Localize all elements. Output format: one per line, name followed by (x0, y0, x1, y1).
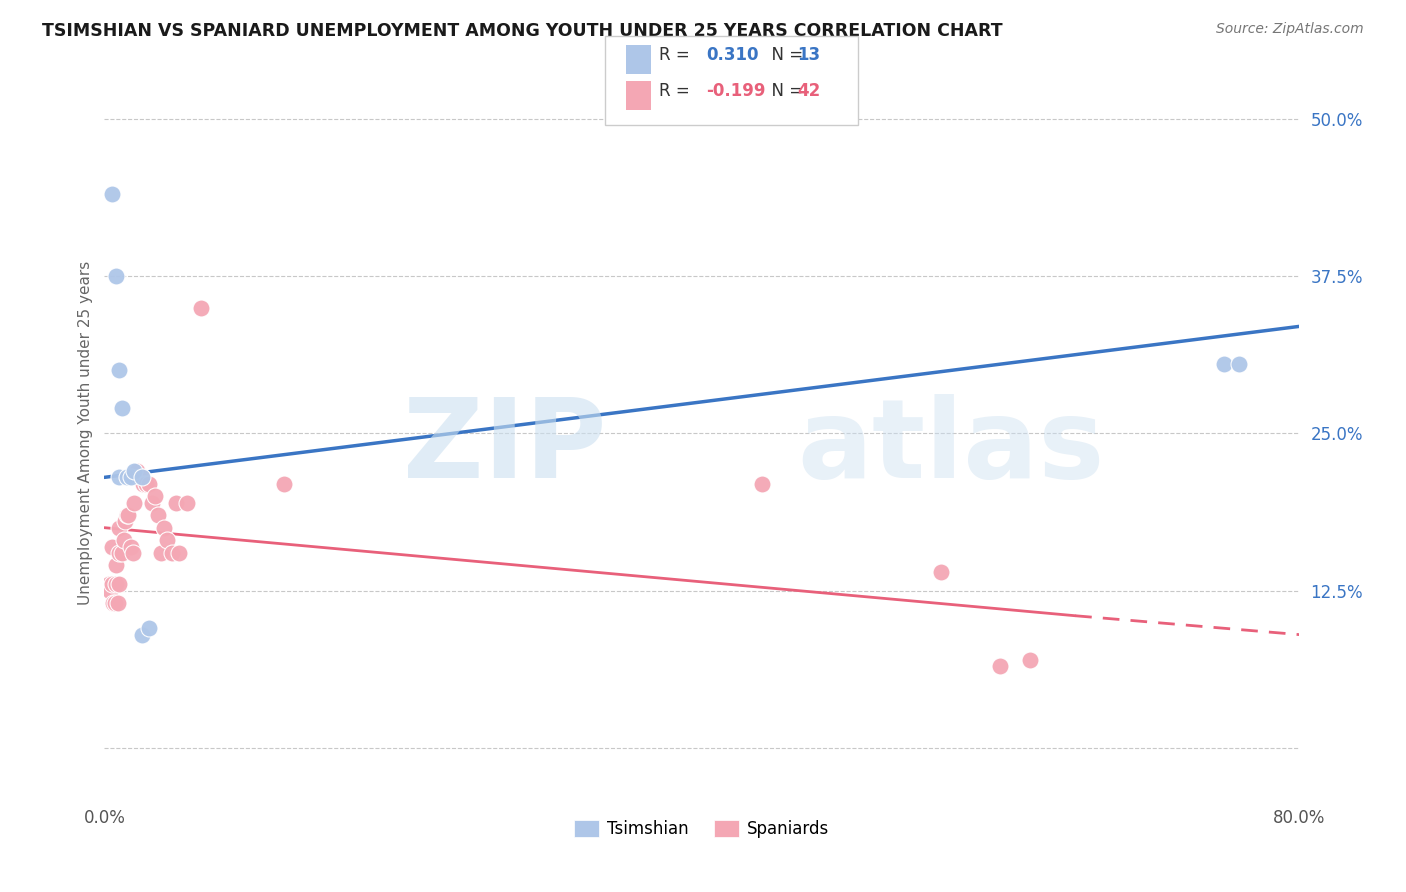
Point (127, 464, 149, 478)
Point (165, 495, 187, 509)
Point (121, 546, 143, 560)
Point (167, 546, 190, 560)
Text: TSIMSHIAN VS SPANIARD UNEMPLOYMENT AMONG YOUTH UNDER 25 YEARS CORRELATION CHART: TSIMSHIAN VS SPANIARD UNEMPLOYMENT AMONG… (42, 22, 1002, 40)
Point (131, 470, 153, 484)
Text: N =: N = (761, 46, 808, 64)
Point (107, 596, 129, 610)
Point (131, 627, 153, 641)
Point (98, 583, 121, 598)
Legend: Tsimshian, Spaniards: Tsimshian, Spaniards (568, 813, 837, 845)
Text: atlas: atlas (797, 394, 1105, 501)
Point (101, 540, 124, 554)
Point (112, 533, 135, 548)
Text: N =: N = (761, 82, 808, 100)
Point (131, 470, 153, 484)
Point (101, 187, 124, 202)
Point (111, 401, 134, 416)
Point (138, 476, 160, 491)
Point (108, 470, 131, 484)
Point (104, 596, 127, 610)
Text: R =: R = (659, 82, 696, 100)
Point (108, 521, 131, 535)
Point (135, 476, 157, 491)
Point (122, 495, 145, 509)
Point (141, 495, 163, 509)
Text: Source: ZipAtlas.com: Source: ZipAtlas.com (1216, 22, 1364, 37)
Point (156, 533, 179, 548)
Point (146, 508, 169, 522)
Point (120, 470, 142, 484)
Text: R =: R = (659, 46, 696, 64)
Point (108, 577, 131, 591)
Y-axis label: Unemployment Among Youth under 25 years: Unemployment Among Youth under 25 years (79, 261, 93, 606)
Point (160, 546, 183, 560)
Point (129, 470, 152, 484)
Point (105, 269, 128, 284)
Point (751, 476, 773, 491)
Point (990, 659, 1012, 673)
Point (190, 301, 212, 315)
Point (105, 577, 128, 591)
Point (150, 546, 173, 560)
Point (103, 596, 125, 610)
Point (115, 470, 138, 484)
Point (122, 464, 145, 478)
Point (114, 515, 136, 529)
Point (108, 363, 131, 377)
Point (117, 508, 139, 522)
Text: 13: 13 (797, 46, 820, 64)
Point (101, 577, 124, 591)
Point (1019, 653, 1042, 667)
Point (153, 521, 176, 535)
Text: 0.310: 0.310 (706, 46, 758, 64)
Point (97, 577, 120, 591)
Point (1213, 357, 1236, 371)
Point (929, 565, 952, 579)
Point (115, 508, 138, 522)
Point (132, 476, 155, 491)
Point (120, 540, 142, 554)
Text: ZIP: ZIP (402, 394, 606, 501)
Point (105, 558, 128, 573)
Text: 42: 42 (797, 82, 821, 100)
Text: -0.199: -0.199 (706, 82, 765, 100)
Point (138, 621, 160, 635)
Point (176, 495, 198, 509)
Point (108, 546, 131, 560)
Point (273, 476, 295, 491)
Point (143, 489, 166, 503)
Point (111, 546, 134, 560)
Point (1229, 357, 1251, 371)
